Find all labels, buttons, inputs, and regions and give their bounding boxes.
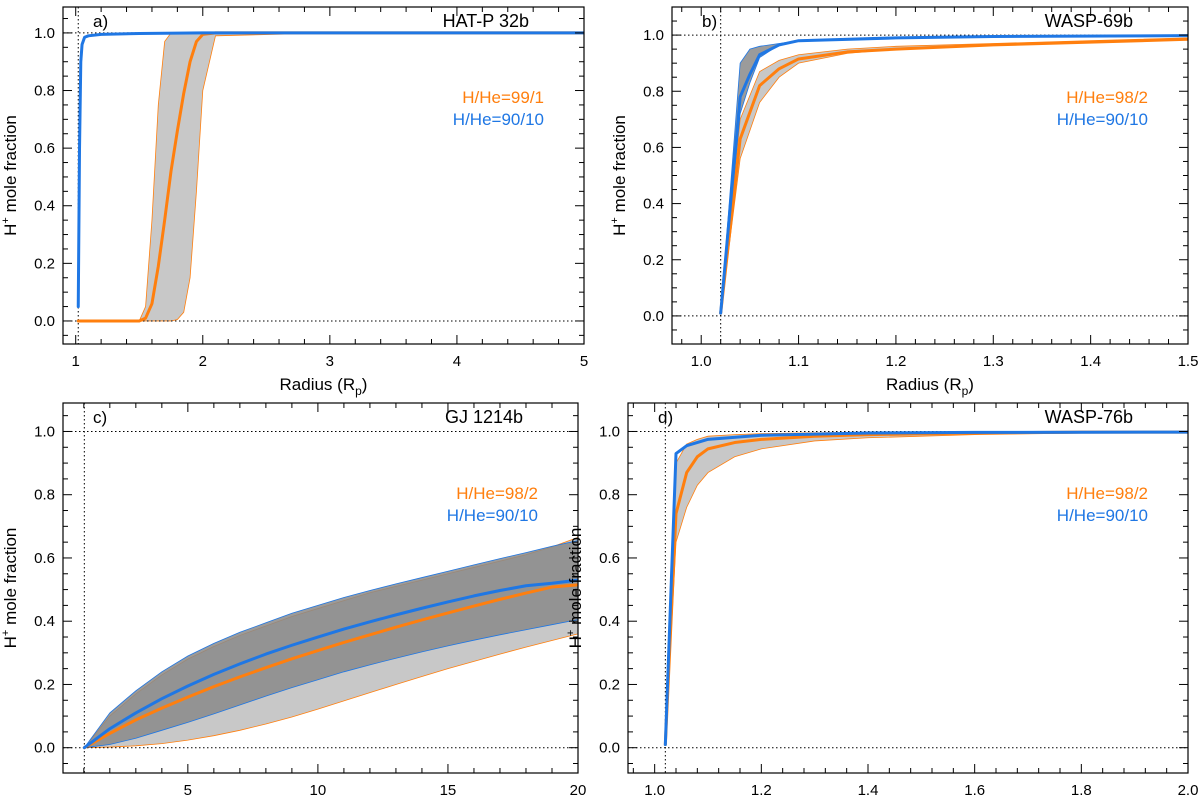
x-tick-label: 15 <box>440 782 457 799</box>
y-tick-label: 0.6 <box>34 140 55 157</box>
series-line-orange <box>719 37 1188 315</box>
plot-area <box>63 7 584 344</box>
panel-a: 1 2 3 4 5 0.0 0.2 0.4 0.6 0.8 1.0 Radius (Rp) H+ mol… <box>0 6 588 398</box>
series-line-blue <box>76 31 584 309</box>
y-tick-label: 0.2 <box>599 676 620 693</box>
y-tick-label: 0.4 <box>599 613 620 630</box>
series-line-blue <box>719 34 1188 315</box>
panel-title: HAT-P 32b <box>443 11 529 31</box>
x-tick-label: 3 <box>326 353 334 370</box>
y-tick-label: 0.4 <box>34 613 55 630</box>
plot-area <box>628 403 1188 773</box>
x-tick-label: 1.4 <box>858 782 879 799</box>
y-tick-label: 0.8 <box>643 83 664 100</box>
x-tick-label: 2 <box>199 353 207 370</box>
y-tick-label: 0.6 <box>599 550 620 567</box>
series-line-blue <box>82 578 578 750</box>
x-tick-label: 1.1 <box>788 353 809 370</box>
y-tick-label: 0.6 <box>34 550 55 567</box>
series-line-blue <box>663 430 1188 747</box>
x-axis-label: Radius (Rp) <box>886 375 974 398</box>
x-tick-label: 5 <box>184 782 192 799</box>
y-tick-label: 0.8 <box>34 83 55 100</box>
panel-tag: d) <box>658 408 673 427</box>
y-tick-label: 0.0 <box>34 313 55 330</box>
uncertainty-band-orange <box>78 32 584 322</box>
plot-frame <box>627 402 1189 774</box>
panel-b: 1.0 1.1 1.2 1.3 1.4 1.5 0.0 0.2 0.4 0.6 0.8 1.0 Radi… <box>609 6 1199 398</box>
legend-item-blue: H/He=90/10 <box>1057 110 1148 129</box>
legend-item-blue: H/He=90/10 <box>1057 506 1148 525</box>
series-line-orange <box>82 583 578 750</box>
x-tick-label: 20 <box>570 782 587 799</box>
uncertainty-band-blue <box>83 540 578 749</box>
y-tick-label: 0.0 <box>643 308 664 325</box>
plot-frame <box>62 402 579 774</box>
legend-item-orange: H/He=98/2 <box>456 484 538 503</box>
y-tick-label: 1.0 <box>599 423 620 440</box>
panel-tag: c) <box>93 408 107 427</box>
y-tick-label: 1.0 <box>34 423 55 440</box>
panel-tag: a) <box>93 12 108 31</box>
x-tick-label: 1.3 <box>983 353 1004 370</box>
y-axis-label: H+ mole fraction <box>565 528 585 649</box>
x-tick-label: 1 <box>72 353 80 370</box>
panel-d: 1.01.21.41.61.82.00.00.20.40.60.81.0Radi… <box>565 402 1199 799</box>
y-tick-label: 1.0 <box>34 25 55 42</box>
x-tick-label: 1.2 <box>751 782 772 799</box>
x-tick-label: 1.0 <box>691 353 712 370</box>
legend-item-orange: H/He=98/2 <box>1066 88 1148 107</box>
x-tick-label: 1.5 <box>1178 353 1199 370</box>
x-tick-label: 2.0 <box>1178 782 1199 799</box>
y-tick-label: 0.6 <box>643 139 664 156</box>
y-tick-label: 0.2 <box>34 255 55 272</box>
uncertainty-band-orange <box>720 37 1188 314</box>
legend-item-orange: H/He=99/1 <box>462 88 544 107</box>
plot-area <box>672 7 1188 344</box>
x-tick-label: 4 <box>453 353 461 370</box>
x-tick-label: 5 <box>580 353 588 370</box>
y-tick-label: 0.4 <box>643 196 664 213</box>
y-tick-label: 1.0 <box>643 27 664 44</box>
y-axis-label: H+ mole fraction <box>609 115 629 236</box>
x-tick-label: 1.0 <box>644 782 665 799</box>
panel-title: WASP-69b <box>1045 11 1133 31</box>
panel-tag: b) <box>702 12 717 31</box>
x-tick-label: 1.8 <box>1071 782 1092 799</box>
legend-item-orange: H/He=98/2 <box>1066 484 1148 503</box>
panel-title: GJ 1214b <box>445 407 523 427</box>
plot-area <box>63 403 578 773</box>
uncertainty-band-blue <box>720 35 1188 314</box>
y-axis-label: H+ mole fraction <box>0 528 20 649</box>
plot-frame <box>62 6 585 345</box>
legend-item-blue: H/He=90/10 <box>453 110 544 129</box>
y-tick-label: 0.0 <box>34 740 55 757</box>
y-tick-label: 0.2 <box>643 252 664 269</box>
x-tick-label: 1.4 <box>1080 353 1101 370</box>
y-axis-label: H+ mole fraction <box>0 115 20 236</box>
x-tick-label: 10 <box>310 782 327 799</box>
series-line-orange <box>663 430 1188 747</box>
y-tick-label: 0.8 <box>34 487 55 504</box>
legend-item-blue: H/He=90/10 <box>447 506 538 525</box>
uncertainty-band-orange <box>664 431 1188 745</box>
x-tick-label: 1.6 <box>964 782 985 799</box>
x-axis-label: Radius (Rp) <box>280 375 368 398</box>
x-tick-label: 1.2 <box>885 353 906 370</box>
y-tick-label: 0.2 <box>34 676 55 693</box>
y-tick-label: 0.4 <box>34 198 55 215</box>
y-tick-label: 0.8 <box>599 487 620 504</box>
panel-title: WASP-76b <box>1045 407 1133 427</box>
y-tick-label: 0.0 <box>599 740 620 757</box>
